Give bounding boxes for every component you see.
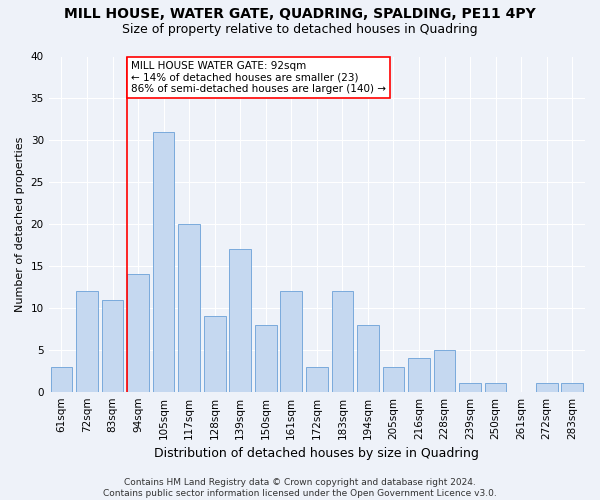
Bar: [306, 366, 328, 392]
Bar: [434, 350, 455, 392]
Bar: [229, 249, 251, 392]
Bar: [255, 324, 277, 392]
Bar: [459, 384, 481, 392]
Text: MILL HOUSE WATER GATE: 92sqm
← 14% of detached houses are smaller (23)
86% of se: MILL HOUSE WATER GATE: 92sqm ← 14% of de…: [131, 60, 386, 94]
Bar: [153, 132, 175, 392]
Text: Size of property relative to detached houses in Quadring: Size of property relative to detached ho…: [122, 22, 478, 36]
Bar: [383, 366, 404, 392]
Bar: [562, 384, 583, 392]
Text: Contains HM Land Registry data © Crown copyright and database right 2024.
Contai: Contains HM Land Registry data © Crown c…: [103, 478, 497, 498]
Bar: [536, 384, 557, 392]
Bar: [280, 291, 302, 392]
X-axis label: Distribution of detached houses by size in Quadring: Distribution of detached houses by size …: [154, 447, 479, 460]
Bar: [178, 224, 200, 392]
Bar: [50, 366, 72, 392]
Bar: [204, 316, 226, 392]
Bar: [408, 358, 430, 392]
Bar: [101, 300, 124, 392]
Bar: [485, 384, 506, 392]
Y-axis label: Number of detached properties: Number of detached properties: [15, 136, 25, 312]
Bar: [76, 291, 98, 392]
Bar: [357, 324, 379, 392]
Bar: [332, 291, 353, 392]
Bar: [127, 274, 149, 392]
Text: MILL HOUSE, WATER GATE, QUADRING, SPALDING, PE11 4PY: MILL HOUSE, WATER GATE, QUADRING, SPALDI…: [64, 8, 536, 22]
